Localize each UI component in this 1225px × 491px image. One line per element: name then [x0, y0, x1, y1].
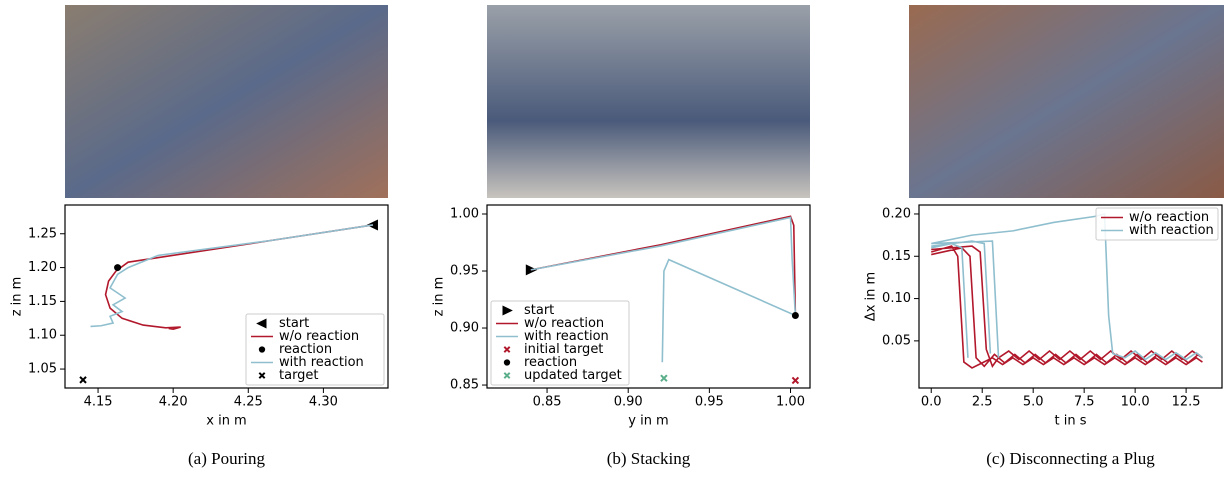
y-tick-label: 0.10 — [882, 291, 911, 306]
x-tick-label: 7.5 — [1074, 395, 1095, 410]
x-axis-label: t in s — [1055, 414, 1087, 429]
x-tick-label: 0.95 — [695, 395, 724, 410]
x-tick-label: 0.85 — [533, 395, 562, 410]
series-line — [931, 246, 1202, 368]
x-tick-label: 4.25 — [234, 395, 263, 410]
photo-pouring — [65, 5, 388, 198]
x-tick-label: 4.30 — [309, 395, 338, 410]
figure: 4.15 4.20 4.25 4.30 1.25 1.20 1.15 1.10 1.05 x in… — [0, 0, 1225, 491]
y-tick-label: 0.05 — [882, 333, 911, 348]
x-tick-label: 12.5 — [1172, 395, 1201, 410]
y-tick-label: 0.95 — [450, 264, 479, 279]
series-line — [91, 225, 373, 326]
y-tick-label: 0.85 — [450, 378, 479, 393]
photo-stacking — [487, 5, 810, 198]
y-tick-label: 1.25 — [28, 226, 57, 241]
x-tick-label: 2.5 — [972, 395, 993, 410]
marker-circle — [504, 359, 510, 365]
x-tick-label: 0.90 — [614, 395, 643, 410]
y-tick-label: 0.90 — [450, 321, 479, 336]
x-tick-label: 10.0 — [1121, 395, 1150, 410]
marker-x — [80, 377, 86, 383]
y-axis-label: Δx in m — [864, 272, 879, 321]
x-tick-label: 5.0 — [1023, 395, 1044, 410]
legend-label: updated target — [524, 368, 622, 383]
marker-circle — [792, 312, 799, 319]
x-axis-label: y in m — [628, 414, 668, 429]
caption: (b) Stacking — [607, 449, 691, 468]
photo-plug — [909, 5, 1224, 198]
y-tick-label: 1.05 — [28, 362, 57, 377]
y-tick-label: 1.15 — [28, 294, 57, 309]
x-tick-label: 4.20 — [159, 395, 188, 410]
y-tick-label: 1.20 — [28, 260, 57, 275]
legend-label: target — [279, 368, 319, 383]
y-axis-label: z in m — [10, 277, 25, 317]
marker-circle — [259, 346, 265, 352]
caption: (c) Disconnecting a Plug — [986, 449, 1155, 468]
x-tick-label: 0.0 — [921, 395, 942, 410]
x-tick-label: 1.00 — [776, 395, 805, 410]
y-tick-label: 0.20 — [882, 206, 911, 221]
marker-x — [661, 375, 667, 381]
marker-circle — [114, 264, 121, 271]
y-tick-label: 1.10 — [28, 328, 57, 343]
caption: (a) Pouring — [188, 449, 265, 468]
y-axis-label: z in m — [432, 277, 447, 317]
marker-x — [792, 377, 798, 383]
legend-label: with reaction — [1129, 223, 1214, 238]
y-tick-label: 0.15 — [882, 249, 911, 264]
x-axis-label: x in m — [206, 414, 246, 429]
y-tick-label: 1.00 — [450, 207, 479, 222]
x-tick-label: 4.15 — [84, 395, 113, 410]
